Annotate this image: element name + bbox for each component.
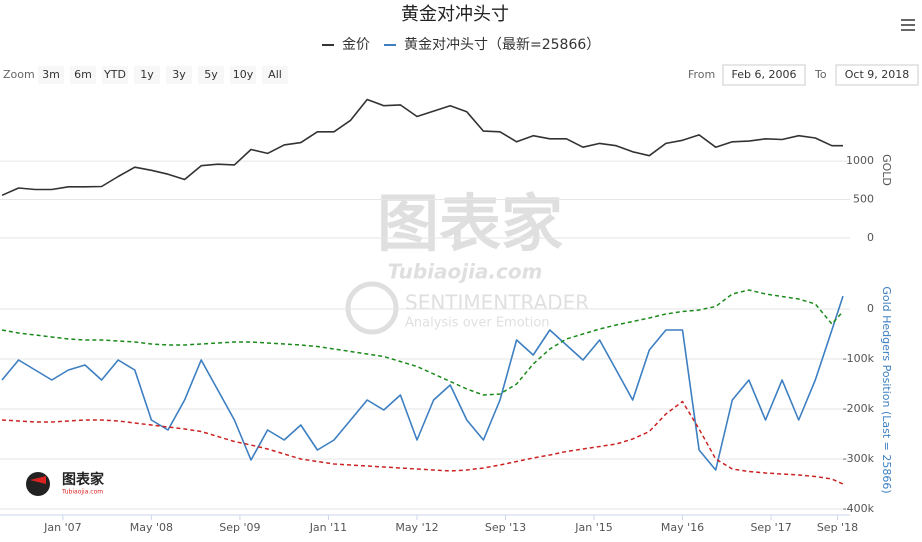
menu-bar [901,29,915,31]
x-tick-label: Sep '17 [750,521,791,534]
x-tick-label: Sep '09 [219,521,260,534]
to-date: Oct 9, 2018 [845,68,910,81]
y-tick-label: 500 [853,193,874,206]
y-axis-title: GOLD [880,154,893,186]
band-line [1,289,844,396]
x-tick-label: May '08 [130,521,173,534]
chart-title: 黄金对冲头寸 [401,4,509,25]
x-tick-label: May '12 [395,521,438,534]
band-line [1,400,844,485]
y-tick-label: -200k [843,402,875,415]
logo-brand: 图表家 [62,471,105,488]
from-date: Feb 6, 2006 [732,68,797,81]
to-input[interactable] [835,64,919,86]
range-button-label: 5y [204,68,218,81]
x-tick-label: May '16 [661,521,704,534]
from-label: From [688,68,715,81]
range-button[interactable] [198,66,224,84]
from-input[interactable] [722,64,806,86]
y2-axis-title: Gold Hedgers Position (Last = 25866) [880,286,893,493]
logo-url: Tubiaojia.com [61,489,103,496]
watermark-icon [345,281,399,335]
range-button[interactable] [70,66,96,84]
logo-icon [26,472,50,496]
to-label: To [814,68,827,81]
legend-label: 金价 [342,37,370,53]
range-button[interactable] [38,66,64,84]
watermark-url: Tubiaojia.com [388,260,543,284]
watermark-brand: 图表家 [377,187,563,260]
series-line [1,295,844,471]
range-button[interactable] [230,66,256,84]
menu-bar [901,24,915,26]
range-button-label: 6m [74,68,92,81]
logo-accent [30,476,46,484]
x-tick-label: Jan '07 [43,521,81,534]
x-tick-label: Sep '13 [485,521,526,534]
range-button[interactable] [166,66,192,84]
range-button-label: 3m [42,68,60,81]
range-button-label: 10y [233,68,254,81]
range-button-label: 1y [140,68,154,81]
y-tick-label: -300k [843,452,875,465]
menu-button[interactable] [901,19,915,31]
x-tick-label: Jan '11 [309,521,347,534]
series-line [1,98,843,197]
range-button-label: YTD [103,68,126,81]
range-button-label: 3y [172,68,186,81]
y-tick-label: 0 [867,231,874,244]
y-tick-label: -100k [843,352,875,365]
y-tick-label: 0 [867,302,874,315]
range-button[interactable] [134,66,160,84]
logo: 图表家 Tubiaojia.com [26,471,105,496]
x-tick-label: Jan '15 [574,521,612,534]
range-button-label: All [268,68,282,81]
menu-bar [901,19,915,21]
watermark-source: SENTIMENTRADER [405,291,589,315]
range-button[interactable] [262,66,288,84]
legend-label: 黄金对冲头寸（最新=25866） [404,36,600,53]
x-tick-label: Sep '18 [817,521,858,534]
watermark-tagline: Analysis over Emotion [405,316,550,331]
y-tick-label: -400k [843,502,875,515]
zoom-label: Zoom [3,68,35,81]
y-tick-label: 1000 [846,154,874,167]
range-button[interactable] [102,66,128,84]
